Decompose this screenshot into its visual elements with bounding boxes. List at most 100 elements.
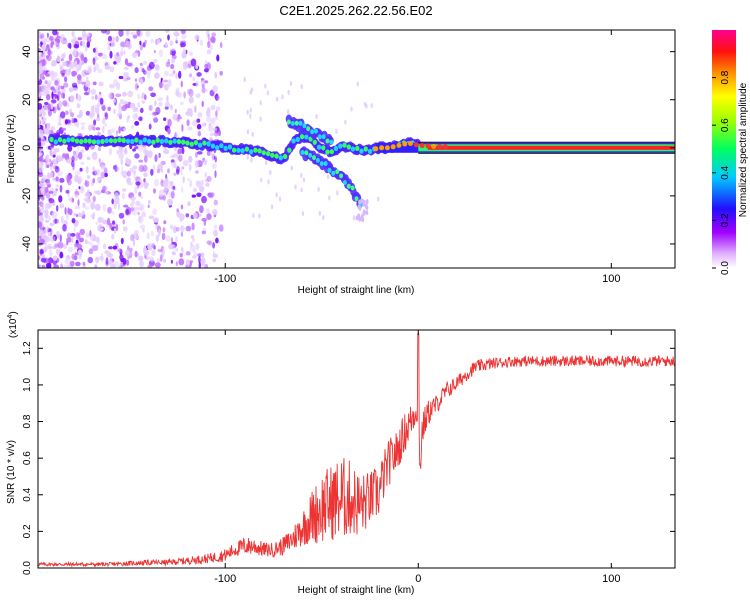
snr-line	[38, 333, 675, 568]
noise-cell	[63, 40, 68, 45]
noise-cell	[157, 248, 164, 253]
ridge-blob	[87, 138, 92, 144]
noise-cell	[61, 53, 66, 59]
noise-cell	[56, 170, 63, 177]
noise-cell	[206, 175, 212, 182]
noise-cell	[148, 247, 153, 251]
noise-cell	[167, 118, 172, 127]
ridge-blob	[91, 139, 97, 145]
noise-cell	[192, 212, 198, 219]
noise-cell	[186, 119, 190, 127]
noise-cell	[66, 240, 69, 246]
noise-cell	[126, 177, 132, 184]
carrier	[373, 141, 675, 154]
carrier-blob	[425, 143, 431, 149]
noise-cell	[109, 222, 113, 230]
ridge-blob	[181, 139, 186, 145]
noise-cell	[181, 33, 187, 40]
noise-cell	[50, 202, 53, 207]
noise-cell	[165, 61, 171, 68]
ridge-blob	[189, 141, 194, 147]
noise-cell	[211, 32, 217, 37]
noise-cell	[215, 106, 221, 112]
noise-cell	[171, 244, 176, 250]
tail-cell	[355, 215, 359, 221]
noise-cell	[196, 72, 202, 77]
noise-cell	[118, 126, 121, 134]
noise-cell	[195, 243, 200, 251]
noise-cell	[201, 83, 205, 89]
noise-cell	[84, 180, 90, 188]
noise-cell	[259, 116, 262, 122]
noise-cell	[301, 211, 305, 217]
noise-cell	[335, 129, 338, 134]
noise-cell	[67, 42, 72, 49]
noise-cell	[150, 38, 155, 44]
noise-cell	[97, 68, 103, 74]
noise-cell	[163, 220, 167, 225]
noise-cell	[300, 84, 303, 90]
noise-cell	[50, 126, 55, 131]
noise-cell	[289, 81, 293, 86]
ridge-blob	[261, 150, 266, 156]
noise-cell	[45, 73, 50, 77]
noise-cell	[134, 82, 139, 91]
ridge-blob	[172, 138, 177, 144]
noise-cell	[38, 110, 42, 116]
noise-cell	[98, 81, 104, 87]
noise-cell	[124, 58, 129, 66]
noise-cell	[43, 228, 47, 235]
noise-cell	[134, 250, 138, 258]
colorbar-tick-label: 0.0	[720, 261, 731, 275]
noise-cell	[95, 256, 100, 264]
ridge-blob	[231, 147, 237, 153]
noise-cell	[151, 243, 155, 248]
noise-cell	[86, 156, 91, 161]
noise-cell	[77, 151, 83, 160]
noise-cell	[71, 218, 76, 224]
noise-cell	[73, 225, 76, 233]
noise-cell	[170, 259, 173, 264]
noise-cell	[60, 58, 64, 62]
noise-cell	[74, 205, 78, 210]
noise-cell	[138, 159, 144, 163]
noise-cell	[134, 153, 140, 159]
noise-cell	[125, 250, 130, 257]
carrier-blob	[396, 142, 402, 148]
noise-cell	[80, 122, 86, 126]
noise-cell	[322, 215, 325, 220]
noise-cell	[246, 129, 250, 135]
noise-cell	[302, 177, 306, 183]
ridge-blob	[130, 138, 135, 145]
noise-cell	[83, 33, 88, 38]
noise-cell	[111, 128, 116, 133]
noise-cell	[81, 81, 86, 85]
noise-cell	[122, 170, 128, 179]
branch-blob	[354, 196, 359, 202]
noise-cell	[192, 237, 195, 243]
carrier-blob	[419, 143, 425, 149]
noise-cell	[204, 172, 207, 178]
noise-cell	[172, 185, 176, 190]
noise-cell	[113, 108, 116, 115]
noise-cell	[56, 205, 59, 212]
noise-cell	[125, 157, 129, 163]
noise-cell	[85, 110, 91, 116]
noise-cell	[85, 166, 89, 174]
noise-cell	[55, 40, 60, 48]
noise-cell	[214, 170, 217, 178]
noise-cell	[54, 166, 59, 170]
noise-cell	[100, 164, 106, 170]
noise-cell	[210, 117, 216, 125]
noise-cell	[38, 66, 44, 74]
noise-cell	[45, 127, 51, 136]
noise-cell	[107, 40, 110, 46]
noise-cell	[205, 182, 210, 187]
noise-cell	[110, 39, 116, 48]
noise-cell	[165, 235, 171, 242]
noise-cell	[61, 127, 67, 131]
noise-cell	[156, 258, 161, 264]
noise-cell	[266, 90, 270, 96]
noise-cell	[126, 170, 131, 177]
noise-cell	[123, 72, 129, 78]
